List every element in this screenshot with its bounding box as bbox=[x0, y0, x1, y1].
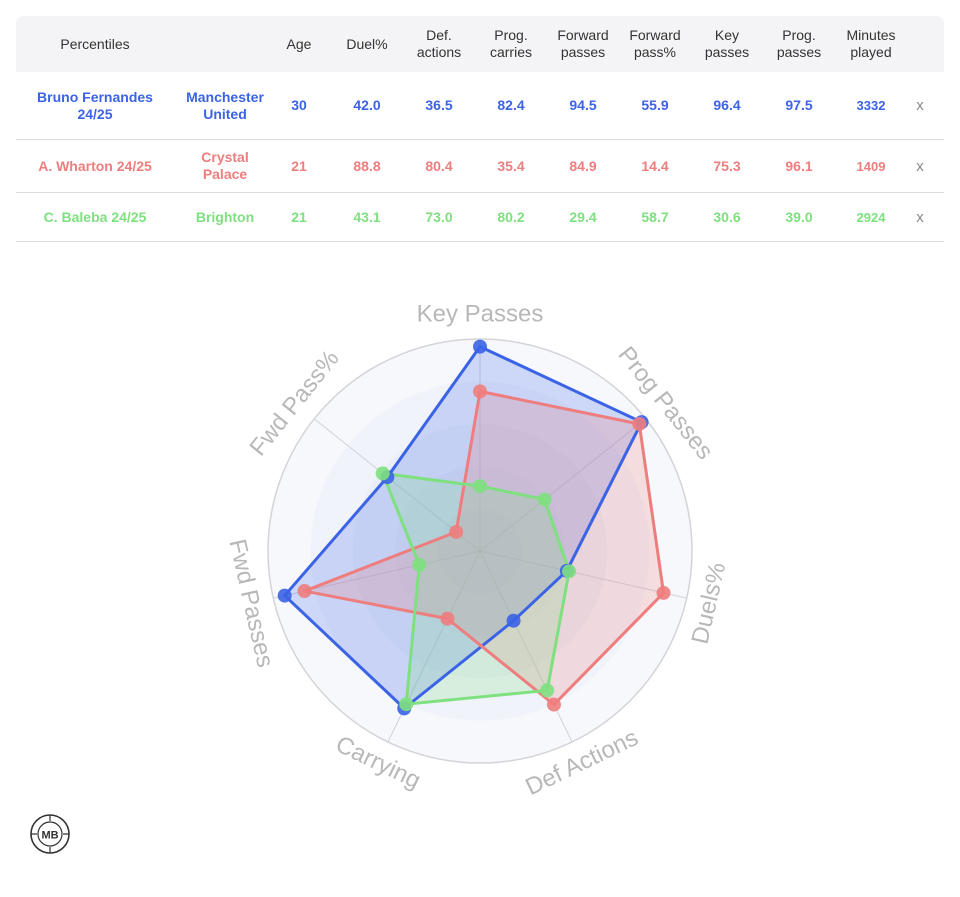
cell-fwd-pass-pct: 14.4 bbox=[641, 157, 669, 174]
cell-def: 80.4 bbox=[425, 157, 453, 174]
comparison-table: Percentiles Age Duel% Def. actions Prog. car… bbox=[16, 16, 944, 242]
logo-icon: MB bbox=[30, 814, 70, 854]
table-body: Bruno Fernandes 24/25 Manchester United 30… bbox=[16, 72, 944, 242]
cell-minutes: 2924 bbox=[856, 209, 886, 225]
header-def: Def. actions bbox=[416, 27, 462, 60]
cell-prog-carries: 35.4 bbox=[497, 157, 525, 174]
series-area bbox=[382, 473, 570, 705]
header-label: Percentiles bbox=[60, 35, 130, 52]
series-point bbox=[656, 585, 671, 600]
header-minutes: Minutes played bbox=[846, 27, 896, 60]
series-point bbox=[375, 466, 390, 481]
cell-fwd-passes: 29.4 bbox=[569, 208, 597, 225]
series-point bbox=[632, 416, 647, 431]
team-name: Manchester United bbox=[186, 88, 264, 122]
radar-spoke bbox=[479, 418, 647, 552]
header-age: Age bbox=[286, 35, 312, 52]
cell-age: 30 bbox=[291, 97, 307, 113]
cell-duel: 88.8 bbox=[353, 157, 381, 174]
table-row: C. Baleba 24/25 Brighton 21 43.1 73.0 80.2 29.… bbox=[16, 193, 944, 242]
header-fwd-passes: Forward passes bbox=[557, 27, 609, 60]
header-fwd-pass-pct: Forward pass% bbox=[629, 27, 681, 60]
series-line bbox=[283, 345, 644, 710]
remove-row-button[interactable]: x bbox=[916, 208, 924, 226]
series-point bbox=[277, 588, 292, 603]
header-prog-passes: Prog. passes bbox=[776, 27, 822, 60]
cell-prog-passes: 39.0 bbox=[785, 208, 813, 225]
remove-row-button[interactable]: x bbox=[916, 97, 924, 114]
cell-age: 21 bbox=[291, 157, 307, 174]
player-name[interactable]: Bruno Fernandes 24/25 bbox=[37, 88, 153, 122]
header-duel: Duel% bbox=[346, 35, 388, 52]
series-point bbox=[540, 683, 555, 698]
header-team bbox=[170, 16, 280, 72]
axis-label: Key Passes bbox=[417, 300, 544, 327]
logo-text: MB bbox=[41, 830, 58, 842]
series-point bbox=[473, 384, 487, 399]
series-point bbox=[562, 564, 577, 579]
radar-spoke bbox=[479, 550, 687, 599]
cell-prog-passes: 96.1 bbox=[785, 157, 813, 174]
cell-duel: 43.1 bbox=[353, 208, 381, 225]
header-key-passes: Key passes bbox=[704, 27, 750, 60]
cell-key-passes: 96.4 bbox=[713, 97, 741, 113]
cell-fwd-pass-pct: 58.7 bbox=[641, 208, 669, 225]
cell-key-passes: 75.3 bbox=[713, 157, 741, 174]
table-row: Bruno Fernandes 24/25 Manchester United 30… bbox=[16, 72, 944, 140]
cell-prog-carries: 82.4 bbox=[497, 97, 525, 113]
series-point bbox=[537, 492, 552, 507]
cell-fwd-passes: 84.9 bbox=[569, 157, 597, 174]
logo: MB bbox=[28, 812, 72, 861]
series-line bbox=[303, 389, 666, 707]
cell-prog-carries: 80.2 bbox=[497, 208, 525, 225]
series-point bbox=[449, 524, 464, 539]
series-line bbox=[381, 471, 571, 706]
series-point bbox=[546, 697, 561, 712]
cell-prog-passes: 97.5 bbox=[785, 97, 813, 113]
series-area bbox=[304, 391, 664, 705]
series-point bbox=[399, 697, 414, 712]
series-point bbox=[473, 479, 487, 494]
player-name[interactable]: C. Baleba 24/25 bbox=[43, 208, 147, 225]
series-point bbox=[297, 584, 312, 599]
player-name[interactable]: A. Wharton 24/25 bbox=[38, 157, 152, 174]
cell-age: 21 bbox=[291, 208, 307, 225]
series-area bbox=[284, 346, 642, 709]
header-prog-carries: Prog. carries bbox=[489, 27, 532, 60]
team-name: Crystal Palace bbox=[201, 149, 249, 182]
team-name: Brighton bbox=[195, 208, 255, 225]
series-point bbox=[440, 611, 455, 626]
table-row: A. Wharton 24/25 Crystal Palace 21 88.8 80.4… bbox=[16, 140, 944, 193]
cell-minutes: 1409 bbox=[856, 158, 886, 174]
cell-fwd-pass-pct: 55.9 bbox=[641, 97, 669, 113]
cell-def: 36.5 bbox=[425, 97, 453, 113]
series-point bbox=[506, 613, 521, 628]
cell-fwd-passes: 94.5 bbox=[569, 97, 597, 113]
cell-key-passes: 30.6 bbox=[713, 208, 741, 225]
cell-minutes: 3332 bbox=[856, 98, 886, 113]
remove-row-button[interactable]: x bbox=[916, 157, 924, 175]
cell-def: 73.0 bbox=[425, 208, 453, 225]
series-point bbox=[412, 557, 427, 572]
table-header: Percentiles Age Duel% Def. actions Prog. car… bbox=[16, 16, 944, 72]
series-point bbox=[473, 339, 487, 354]
axis-label: Duels% bbox=[687, 560, 732, 647]
cell-duel: 42.0 bbox=[353, 97, 381, 113]
